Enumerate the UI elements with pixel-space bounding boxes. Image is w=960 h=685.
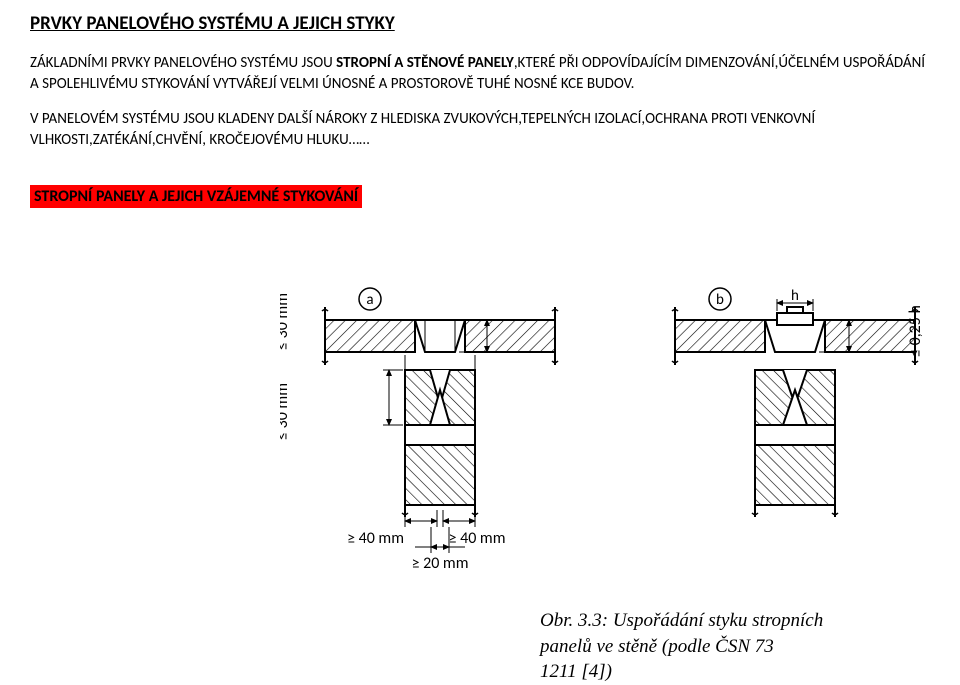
section-heading-highlight: STROPNÍ PANELY A JEJICH VZÁJEMNÉ STYKOVÁ… [30, 185, 362, 208]
figure-container: ≤ 30 mm ≤ 30 mm ≥ 40 mm ≥ 40 mm ≥ 20 mm … [280, 285, 960, 665]
dim-label-40-l: ≥ 40 mm [347, 529, 404, 548]
dim-label-40-r: ≥ 40 mm [449, 529, 506, 548]
detail-a [322, 307, 558, 553]
caption-line1: Obr. 3.3: Uspořádání styku stropních [540, 610, 823, 631]
dim-label-30-wall: ≤ 30 mm [280, 383, 292, 440]
dim-label-h: h [791, 287, 799, 305]
caption-line3: 1211 [4]) [540, 661, 612, 682]
dim-label-025h: ≤ 0,25 h [906, 305, 925, 357]
dim-label-30-top: ≤ 30 mm [280, 293, 292, 350]
caption-line2: panelů ve stěně (podle ČSN 73 [540, 636, 774, 657]
paragraph-1: ZÁKLADNÍMI PRVKY PANELOVÉHO SYSTÉMU JSOU… [30, 53, 930, 95]
para1-bold: STROPNÍ A STĚNOVÉ PANELY [336, 54, 514, 72]
dim-label-20: ≥ 20 mm [412, 554, 469, 573]
label-b-text: b [716, 291, 724, 309]
figure-svg: ≤ 30 mm ≤ 30 mm ≥ 40 mm ≥ 40 mm ≥ 20 mm … [280, 285, 940, 595]
dim-wall-30 [383, 370, 403, 425]
label-a-text: a [366, 291, 373, 309]
page-title: PRVKY PANELOVÉHO SYSTÉMU A JEJICH STYKY [30, 12, 930, 35]
para1-lead: ZÁKLADNÍMI PRVKY PANELOVÉHO SYSTÉMU JSOU [30, 54, 336, 72]
paragraph-2: V PANELOVÉM SYSTÉMU JSOU KLADENY DALŠÍ N… [30, 109, 930, 151]
detail-b [672, 299, 918, 517]
figure-caption: Obr. 3.3: Uspořádání styku stropních pan… [540, 608, 960, 685]
